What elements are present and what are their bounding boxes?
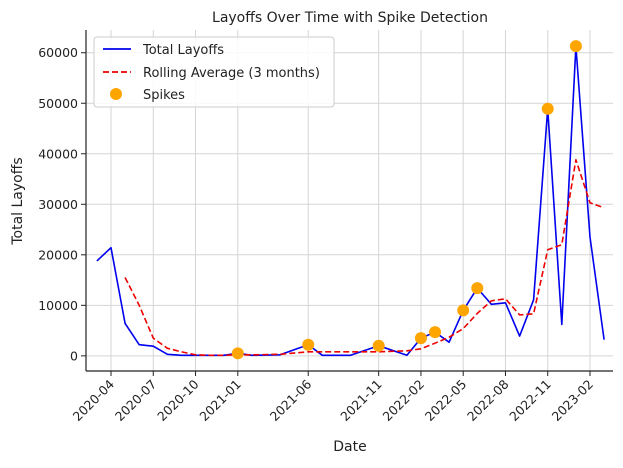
spike-marker [414,332,427,345]
grid [86,30,613,371]
y-tick-label: 0 [70,348,78,363]
spike-marker [231,347,244,360]
chart-title: Layoffs Over Time with Spike Detection [212,10,488,26]
y-tick-label: 60000 [38,45,78,60]
x-tick-label: 2022-08 [464,376,512,424]
x-tick-label: 2022-02 [380,377,428,425]
legend-swatch-spikes [110,88,122,100]
legend: Total Layoffs Rolling Average (3 months)… [93,36,335,108]
plot-area [96,40,605,360]
x-axis-label: Date [333,439,366,455]
x-tick-label: 2020-04 [70,376,118,424]
legend-label-total-layoffs: Total Layoffs [142,43,224,58]
axes [81,30,613,376]
y-tick-label: 40000 [38,146,78,161]
spike-marker [471,282,484,295]
x-tick-label: 2021-06 [267,376,315,424]
x-tick-label: 2022-11 [506,377,554,425]
legend-label-spikes: Spikes [143,88,185,103]
x-tick-label: 2021-11 [337,377,385,425]
x-tick-label: 2020-10 [154,376,202,424]
x-tick-label: 2023-02 [549,377,597,425]
x-tick-label: 2021-01 [196,377,244,425]
x-tick-label: 2020-07 [112,377,160,425]
y-tick-label: 50000 [38,96,78,111]
spike-marker [457,304,470,317]
y-tick-label: 30000 [38,197,78,212]
legend-box [93,36,335,108]
legend-label-rolling-average: Rolling Average (3 months) [143,66,320,81]
y-tick-label: 10000 [38,298,78,313]
spike-marker [541,102,554,115]
x-tick-label: 2022-05 [422,377,470,425]
total-layoffs-line [96,45,605,357]
y-axis-label: Total Layoffs [10,157,26,245]
rolling-average-line [124,159,605,357]
spike-marker [302,338,315,351]
spike-marker [429,326,442,339]
spike-marker [372,339,385,352]
y-tick-label: 20000 [38,247,78,262]
spike-marker [569,40,582,53]
